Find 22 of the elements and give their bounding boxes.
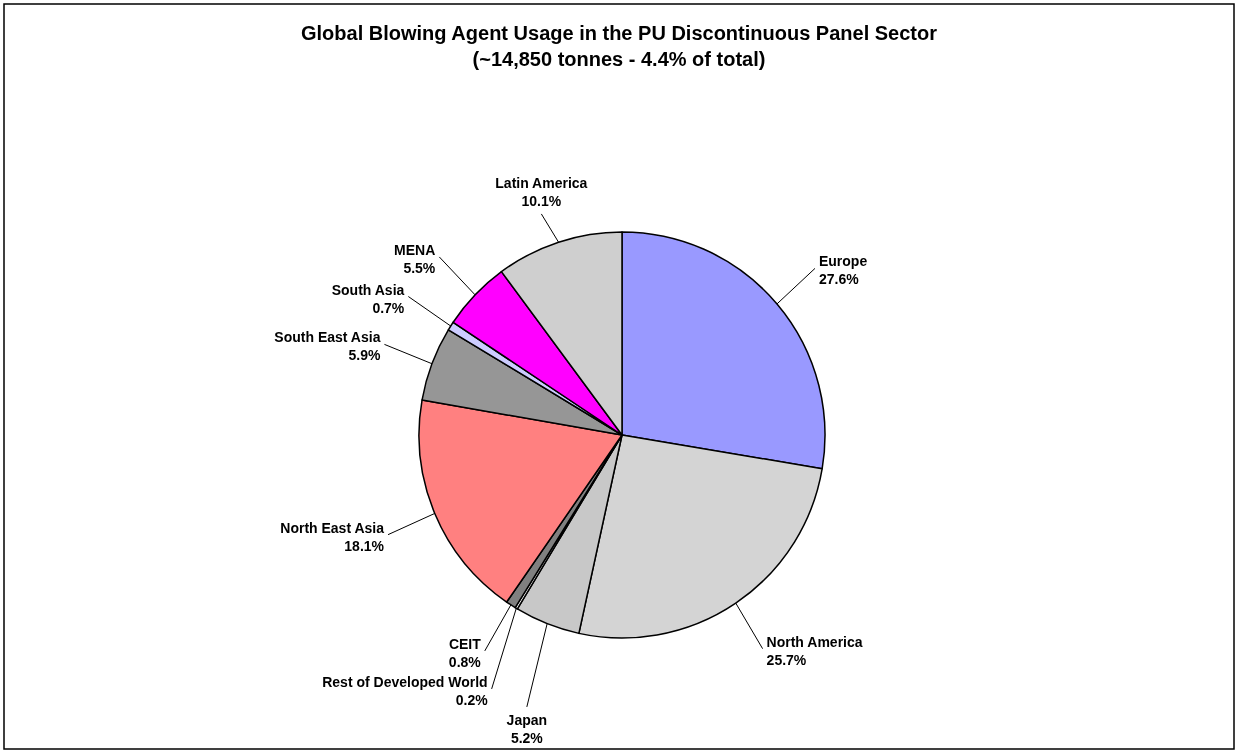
slice-label: CEIT: [448, 635, 482, 652]
slice-label: Japan: [506, 711, 548, 728]
data-label: 5.9%: [348, 347, 381, 364]
data-label: 10.1%: [521, 192, 562, 209]
data-label: 0.7%: [372, 299, 405, 316]
slice-label: North East Asia: [280, 519, 385, 536]
data-label: 27.6%: [819, 271, 860, 288]
data-label: 0.8%: [448, 653, 482, 670]
slice-label: Rest of Developed World: [322, 673, 488, 690]
data-label: 5.5%: [403, 259, 436, 276]
data-label: 25.7%: [766, 651, 807, 668]
chart-subtitle: (~14,850 tonnes - 4.4% of total): [472, 48, 766, 70]
slice-label: Latin America: [495, 174, 588, 191]
chart-title: Global Blowing Agent Usage in the PU Discontinuous Panel Sector: [301, 22, 938, 44]
data-label: 5.2%: [510, 729, 544, 746]
data-label: 18.1%: [344, 537, 385, 554]
slice-label: North America: [766, 633, 863, 650]
data-label: 0.2%: [455, 691, 489, 708]
slice-label: South East Asia: [274, 329, 381, 346]
slice-label: MENA: [394, 241, 436, 258]
slice-label: South Asia: [331, 281, 405, 298]
slice-label: Europe: [819, 253, 868, 270]
